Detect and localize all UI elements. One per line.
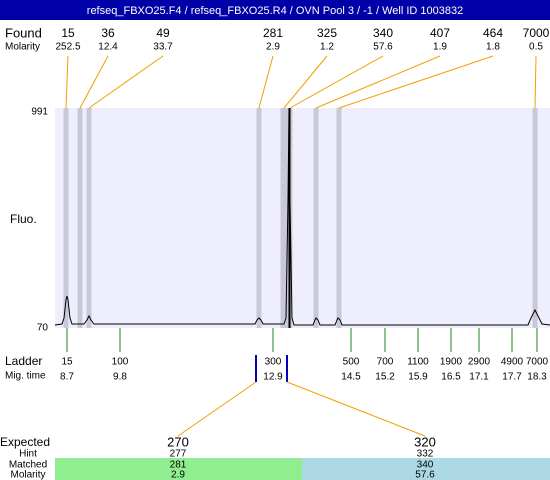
ladder-mig-time: 12.9 bbox=[263, 372, 283, 383]
matched-value: 281 bbox=[170, 460, 187, 471]
matched-value: 340 bbox=[417, 460, 434, 471]
ladder-size: 500 bbox=[343, 357, 360, 368]
found-size: 7000 bbox=[523, 26, 550, 40]
ladder-mig-time: 18.3 bbox=[527, 372, 547, 383]
found-molarity: 1.9 bbox=[433, 42, 447, 53]
ladder-mig-time: 17.1 bbox=[469, 372, 489, 383]
ladder-mig-time: 17.7 bbox=[502, 372, 522, 383]
peak-band bbox=[280, 108, 288, 328]
peak-connector bbox=[338, 55, 494, 109]
peak-band bbox=[532, 108, 538, 328]
ladder-size: 700 bbox=[377, 357, 394, 368]
dynamic: 15252.53612.44933.72812.93251.234057.640… bbox=[55, 26, 549, 480]
ladder-label: Ladder bbox=[5, 354, 42, 368]
ladder-mig-time: 8.7 bbox=[60, 372, 74, 383]
ladder-size: 15 bbox=[61, 357, 73, 368]
found-molarity: 1.2 bbox=[320, 42, 334, 53]
peak-connector bbox=[65, 55, 69, 109]
molarity-value: 2.9 bbox=[171, 470, 185, 480]
expected-value: 320 bbox=[414, 434, 436, 449]
found-molarity: 0.5 bbox=[529, 42, 543, 53]
expected-label: Expected bbox=[0, 435, 50, 449]
peak-connector bbox=[289, 55, 384, 109]
y-bottom-label: 70 bbox=[37, 323, 49, 334]
title-bar bbox=[0, 0, 550, 20]
exp-molarity-label: Molarity bbox=[10, 470, 45, 480]
peak-connector bbox=[315, 55, 441, 109]
found-size: 281 bbox=[263, 26, 283, 40]
found-molarity: 2.9 bbox=[266, 42, 280, 53]
y-top-label: 991 bbox=[31, 107, 48, 118]
plot-area bbox=[55, 108, 550, 328]
peak-connector bbox=[534, 55, 537, 109]
found-size: 407 bbox=[430, 26, 450, 40]
y-axis-label: Fluo. bbox=[10, 212, 37, 226]
ladder-size: 2900 bbox=[468, 357, 491, 368]
peak-connector bbox=[258, 55, 274, 109]
ladder-size: 1100 bbox=[407, 357, 429, 368]
expected-value: 270 bbox=[167, 434, 189, 449]
matched-band-2 bbox=[302, 458, 550, 480]
found-molarity: 33.7 bbox=[153, 42, 173, 53]
ladder-size: 7000 bbox=[526, 357, 549, 368]
hint-value: 277 bbox=[170, 449, 187, 460]
trace bbox=[54, 107, 550, 326]
mig-time-label: Mig. time bbox=[5, 371, 46, 382]
peak-band bbox=[256, 108, 262, 328]
ladder-mig-time: 9.8 bbox=[113, 372, 127, 383]
found-molarity: 1.8 bbox=[486, 42, 500, 53]
matched-label: Matched bbox=[9, 460, 47, 471]
peak-connector bbox=[88, 55, 164, 109]
found-label: Found bbox=[5, 25, 42, 40]
found-size: 464 bbox=[483, 26, 503, 40]
ladder-mig-time: 14.5 bbox=[341, 372, 361, 383]
found-size: 49 bbox=[156, 26, 170, 40]
peak-connector bbox=[283, 55, 328, 109]
matched-band-1 bbox=[55, 458, 302, 480]
found-molarity: 252.5 bbox=[55, 42, 80, 53]
molarity-value: 57.6 bbox=[415, 470, 435, 480]
found-size: 15 bbox=[61, 26, 75, 40]
ladder-size: 300 bbox=[265, 357, 282, 368]
ladder-size: 4900 bbox=[501, 357, 524, 368]
connector bbox=[177, 381, 257, 437]
peak-band bbox=[313, 108, 319, 328]
found-molarity: 12.4 bbox=[98, 42, 118, 53]
peak-band bbox=[77, 108, 83, 328]
peak-band bbox=[336, 108, 342, 328]
ladder-mig-time: 15.9 bbox=[408, 372, 428, 383]
found-size: 325 bbox=[317, 26, 337, 40]
title: refseq_FBXO25.F4 / refseq_FBXO25.R4 / OV… bbox=[87, 5, 463, 17]
peak-band bbox=[63, 108, 69, 328]
peak-connector bbox=[79, 55, 109, 109]
hint-label: Hint bbox=[19, 449, 37, 460]
found-size: 36 bbox=[101, 26, 115, 40]
hint-value: 332 bbox=[417, 449, 434, 460]
peak-band bbox=[86, 108, 92, 328]
ladder-size: 1900 bbox=[440, 357, 463, 368]
ladder-mig-time: 16.5 bbox=[441, 372, 461, 383]
found-size: 340 bbox=[373, 26, 393, 40]
ladder-size: 100 bbox=[112, 357, 129, 368]
ladder-mig-time: 15.2 bbox=[375, 372, 395, 383]
found-molarity: 57.6 bbox=[373, 42, 393, 53]
molarity-label: Molarity bbox=[5, 42, 40, 53]
connector bbox=[286, 381, 426, 437]
